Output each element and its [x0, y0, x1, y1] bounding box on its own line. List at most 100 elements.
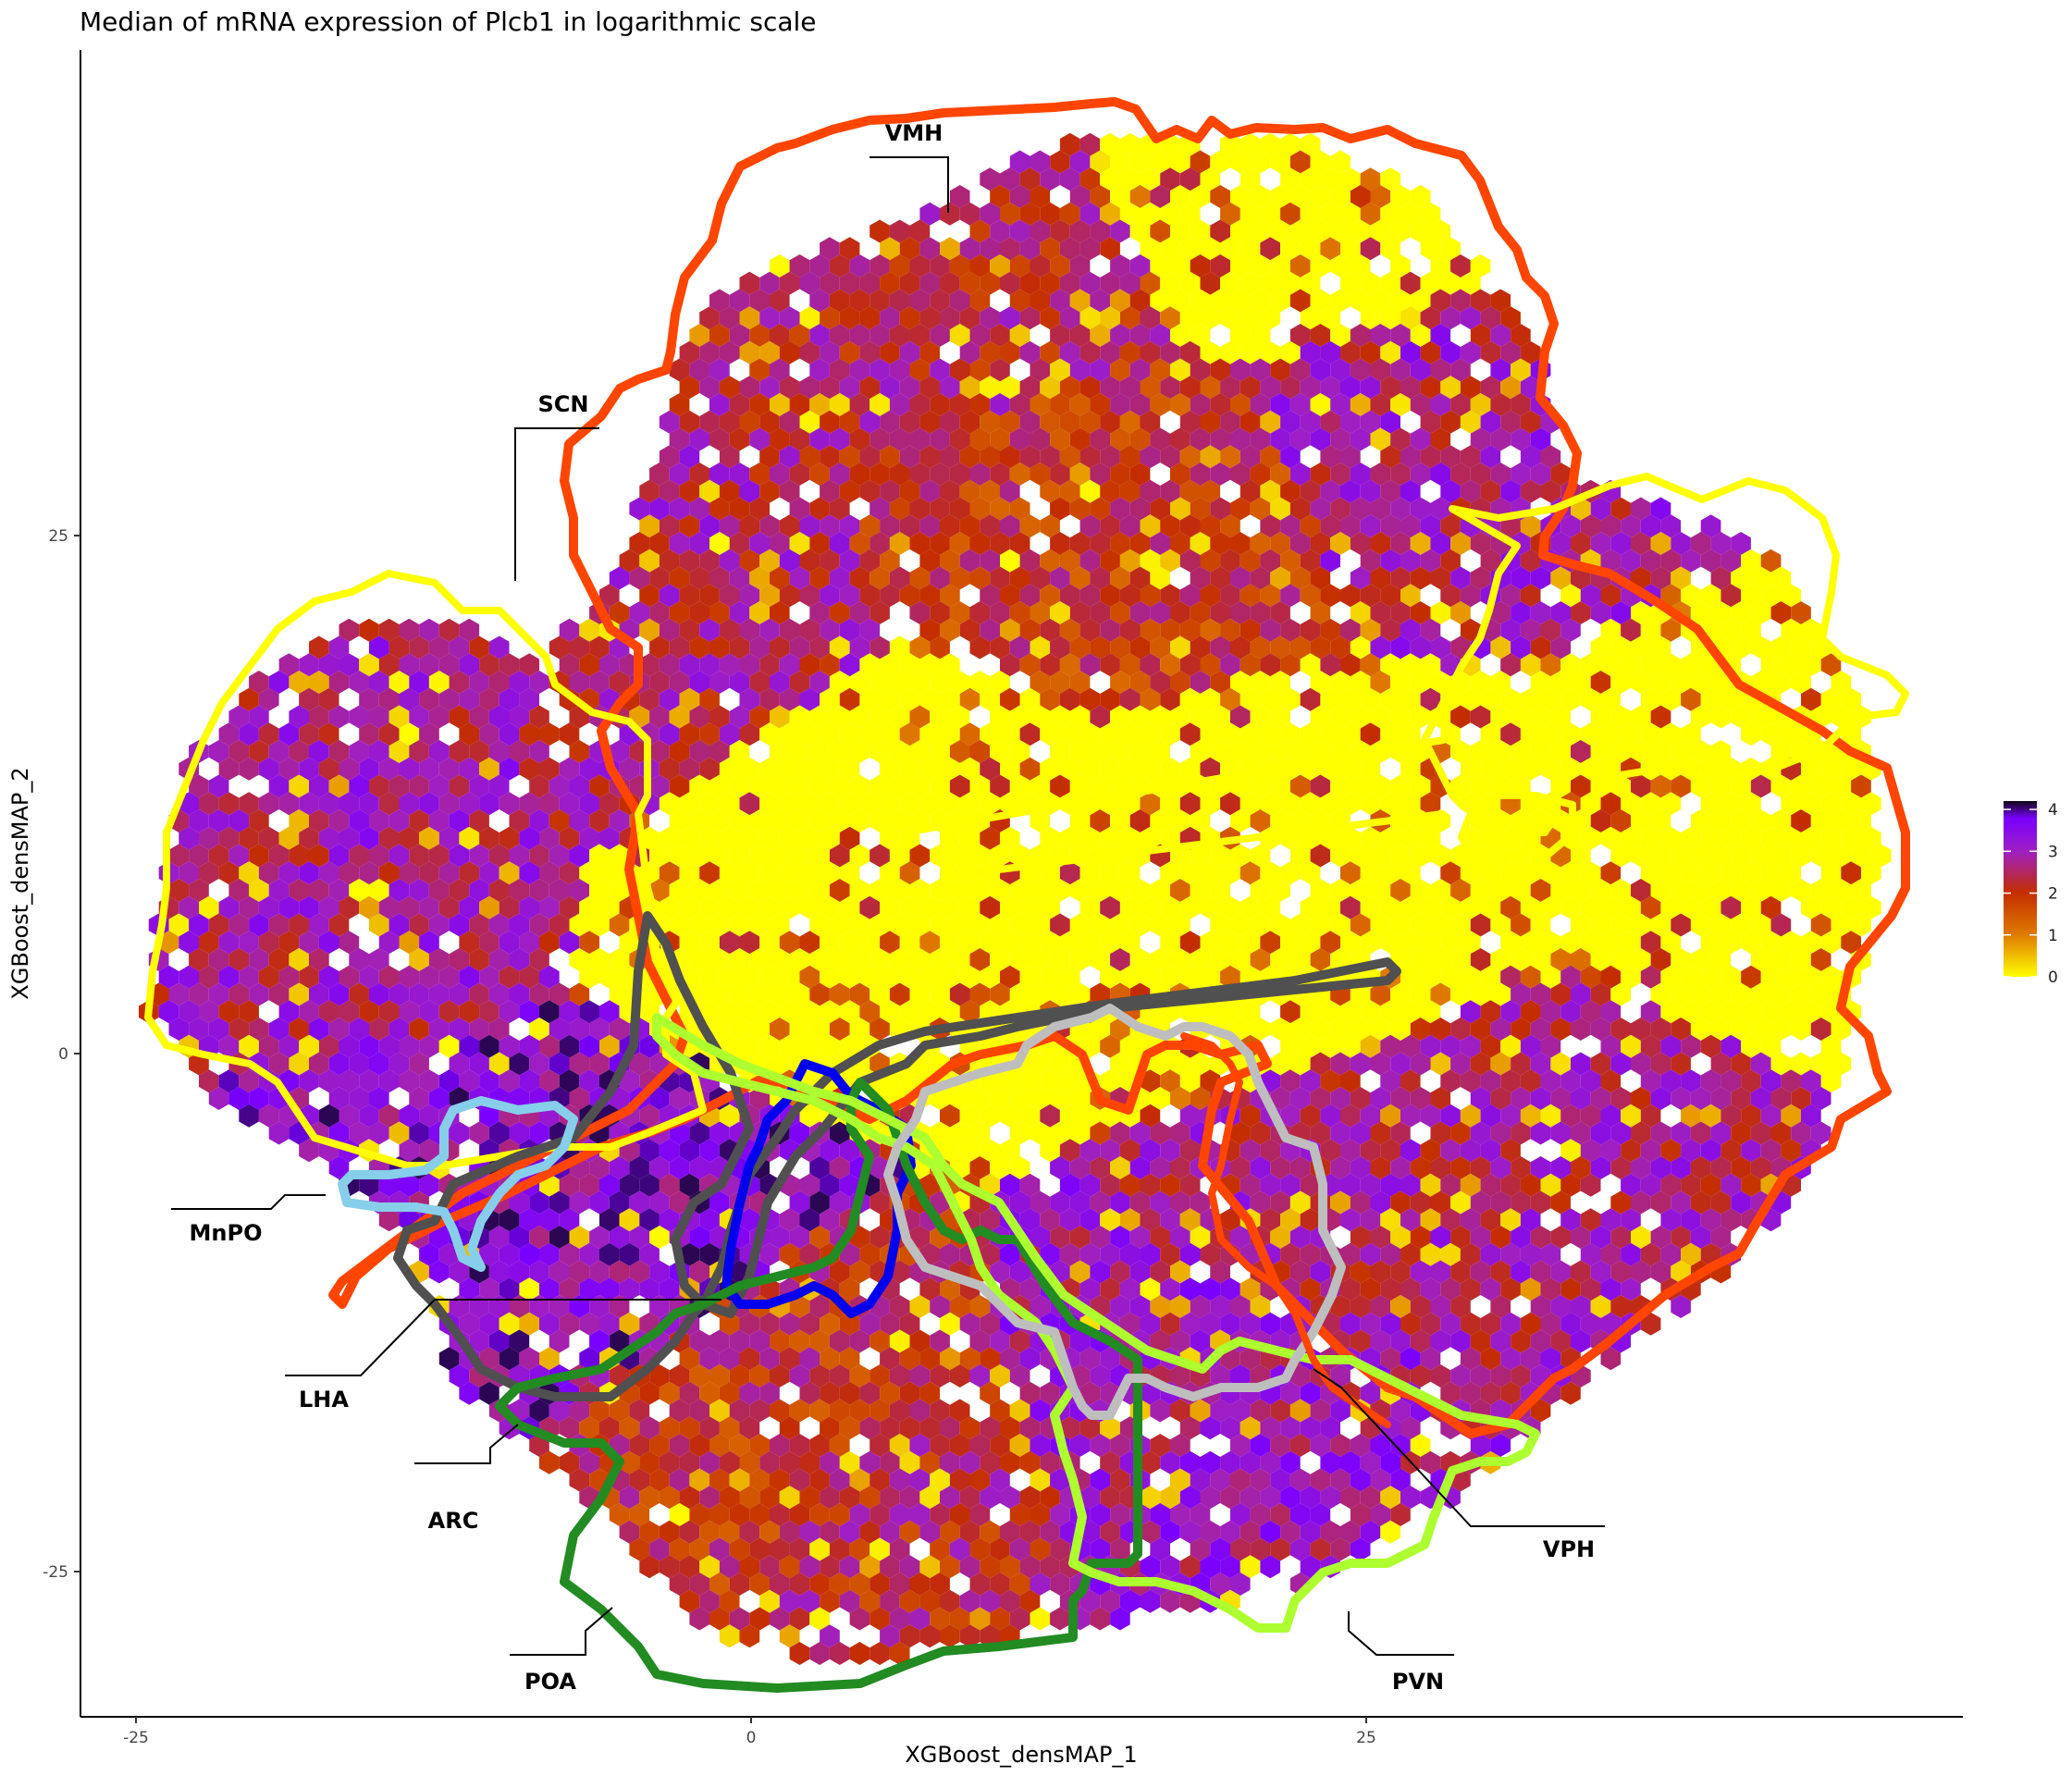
- hex-bin: [990, 185, 1010, 208]
- hex-bin: [1009, 324, 1030, 347]
- hex-bin: [1390, 1087, 1411, 1110]
- hex-bin: [1360, 1104, 1381, 1128]
- hex-bin: [1400, 722, 1421, 746]
- hex-bin: [369, 982, 389, 1006]
- hex-bin: [199, 826, 219, 850]
- hex-bin: [1030, 1121, 1051, 1145]
- hex-bin: [318, 1034, 339, 1058]
- hex-bin: [1179, 167, 1201, 191]
- hex-bin: [1129, 1156, 1151, 1179]
- hex-bin: [428, 671, 450, 694]
- hex-bin: [1179, 479, 1201, 503]
- hex-bin: [179, 895, 199, 919]
- hex-bin: [499, 965, 520, 989]
- hex-bin: [1090, 289, 1111, 313]
- hex-bin: [289, 844, 309, 868]
- hex-bin: [1650, 1121, 1671, 1145]
- hex-bin: [829, 913, 850, 937]
- legend-tick-label: 0: [2048, 968, 2058, 987]
- hex-bin: [659, 757, 680, 781]
- hex-bin: [1791, 982, 1811, 1006]
- hex-bin: [1640, 514, 1661, 538]
- hex-bin: [1289, 358, 1311, 382]
- hex-bin: [1059, 722, 1080, 746]
- hex-bin: [1069, 324, 1091, 347]
- hex-bin: [759, 340, 780, 364]
- hex-bin: [839, 1139, 860, 1163]
- hex-bin: [799, 584, 820, 608]
- hex-bin: [1370, 1087, 1391, 1110]
- hex-bin: [789, 635, 810, 660]
- hex-bin: [579, 861, 599, 885]
- hex-bin: [1260, 445, 1281, 469]
- hex-bin: [1560, 687, 1581, 711]
- hex-bin: [779, 410, 800, 434]
- hex-bin: [1210, 289, 1230, 313]
- hex-bin: [409, 705, 429, 729]
- hex-bin: [1760, 549, 1782, 573]
- hex-bin: [1560, 931, 1581, 955]
- hex-bin: [1350, 982, 1371, 1006]
- hex-bin: [1460, 1173, 1481, 1197]
- hex-bin: [1610, 774, 1631, 798]
- hex-bin: [649, 1226, 670, 1249]
- hex-bin: [1240, 931, 1261, 955]
- hex-bin: [1300, 237, 1321, 261]
- hex-bin: [899, 340, 920, 364]
- hex-bin: [1430, 1087, 1451, 1110]
- hex-bin: [1410, 1156, 1431, 1179]
- hex-bin: [289, 1018, 309, 1041]
- hex-bin: [1801, 792, 1821, 816]
- hex-bin: [339, 792, 360, 816]
- hex-bin: [1270, 774, 1290, 798]
- hex-bin: [990, 219, 1010, 243]
- hex-bin: [438, 861, 460, 885]
- hex-bin: [1190, 879, 1211, 902]
- hex-bin: [1110, 532, 1130, 555]
- hex-bin: [1230, 948, 1251, 971]
- hex-bin: [719, 549, 740, 573]
- hex-bin: [1170, 532, 1190, 555]
- hex-bin: [328, 844, 350, 868]
- hex-bin: [959, 340, 980, 364]
- hex-bin: [1240, 306, 1261, 330]
- hex-bin: [599, 1208, 620, 1232]
- hex-bin: [1500, 479, 1521, 503]
- hex-bin: [770, 601, 790, 624]
- hex-bin: [1079, 237, 1101, 261]
- hex-bin: [820, 584, 840, 608]
- hex-bin: [770, 879, 790, 902]
- hex-bin: [359, 1173, 379, 1197]
- hex-bin: [479, 1000, 500, 1024]
- hex-bin: [1380, 895, 1400, 919]
- hex-bin: [1280, 1104, 1301, 1128]
- hex-bin: [1640, 618, 1661, 642]
- hex-bin: [1340, 687, 1361, 711]
- hex-bin: [1040, 965, 1060, 989]
- hex-bin: [1400, 861, 1421, 885]
- hex-bin: [880, 376, 900, 400]
- hex-bin: [1260, 549, 1281, 573]
- hex-bin: [1050, 1156, 1070, 1179]
- hex-bin: [1390, 427, 1411, 451]
- hex-bin: [880, 549, 900, 573]
- hex-bin: [1100, 584, 1120, 608]
- hex-bin: [208, 913, 229, 937]
- hex-bin: [779, 931, 800, 955]
- hex-bin: [378, 687, 400, 711]
- hex-bin: [959, 410, 980, 434]
- hex-bin: [1410, 185, 1431, 208]
- hex-bin: [1390, 324, 1411, 347]
- hex-bin: [239, 722, 259, 746]
- hex-bin: [1019, 271, 1041, 295]
- hex-bin: [829, 497, 850, 521]
- hex-bin: [1110, 1226, 1130, 1249]
- hex-bin: [1050, 1226, 1070, 1249]
- hex-bin: [1610, 601, 1631, 624]
- hex-bin: [1690, 705, 1711, 729]
- hex-bin: [1360, 722, 1381, 746]
- hex-bin: [388, 774, 410, 798]
- hex-bin: [699, 584, 720, 608]
- hex-bin: [1350, 219, 1371, 243]
- hex-bin: [959, 687, 980, 711]
